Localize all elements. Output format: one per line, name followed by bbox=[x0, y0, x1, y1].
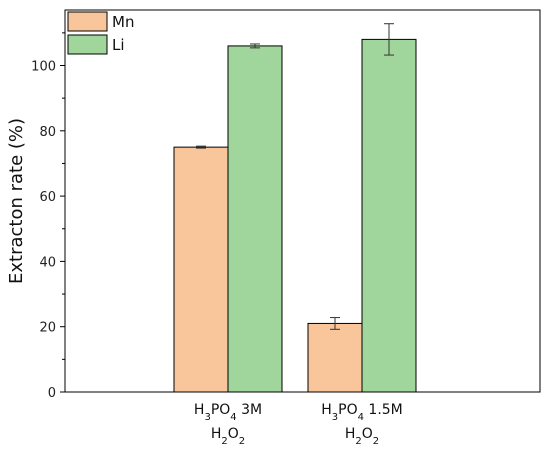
legend-label-mn: Mn bbox=[112, 13, 134, 31]
plot-frame bbox=[64, 9, 541, 393]
y-axis-ticks: 0 20 40 60 80 100 bbox=[31, 32, 65, 401]
legend-swatch-li bbox=[67, 34, 108, 55]
bar-li-2 bbox=[361, 38, 417, 393]
bar-li-1 bbox=[227, 45, 283, 393]
legend: Mn Li bbox=[67, 11, 134, 55]
bars bbox=[173, 38, 417, 393]
y-axis-label: Extracton rate (%) bbox=[6, 118, 27, 284]
category-label-2-line1: H3PO4 1.5M bbox=[321, 402, 403, 423]
error-bars bbox=[196, 23, 394, 330]
x-axis-category-labels: H3PO4 3M H2O2 H3PO4 1.5M H2O2 bbox=[194, 402, 403, 447]
category-label-1-line1: H3PO4 3M bbox=[194, 402, 262, 423]
legend-label-li: Li bbox=[112, 36, 125, 54]
y-tick-label-40: 40 bbox=[39, 255, 56, 270]
y-tick-label-80: 80 bbox=[39, 125, 56, 140]
bar-mn-1 bbox=[173, 146, 229, 393]
y-tick-label-0: 0 bbox=[48, 386, 56, 401]
y-tick-label-20: 20 bbox=[39, 321, 56, 336]
bar-mn-2 bbox=[307, 322, 363, 393]
legend-swatch-mn bbox=[67, 11, 108, 32]
y-tick-label-100: 100 bbox=[31, 60, 56, 75]
y-tick-label-60: 60 bbox=[39, 190, 56, 205]
category-label-2-line2: H2O2 bbox=[345, 426, 379, 447]
category-label-1-line2: H2O2 bbox=[211, 426, 245, 447]
